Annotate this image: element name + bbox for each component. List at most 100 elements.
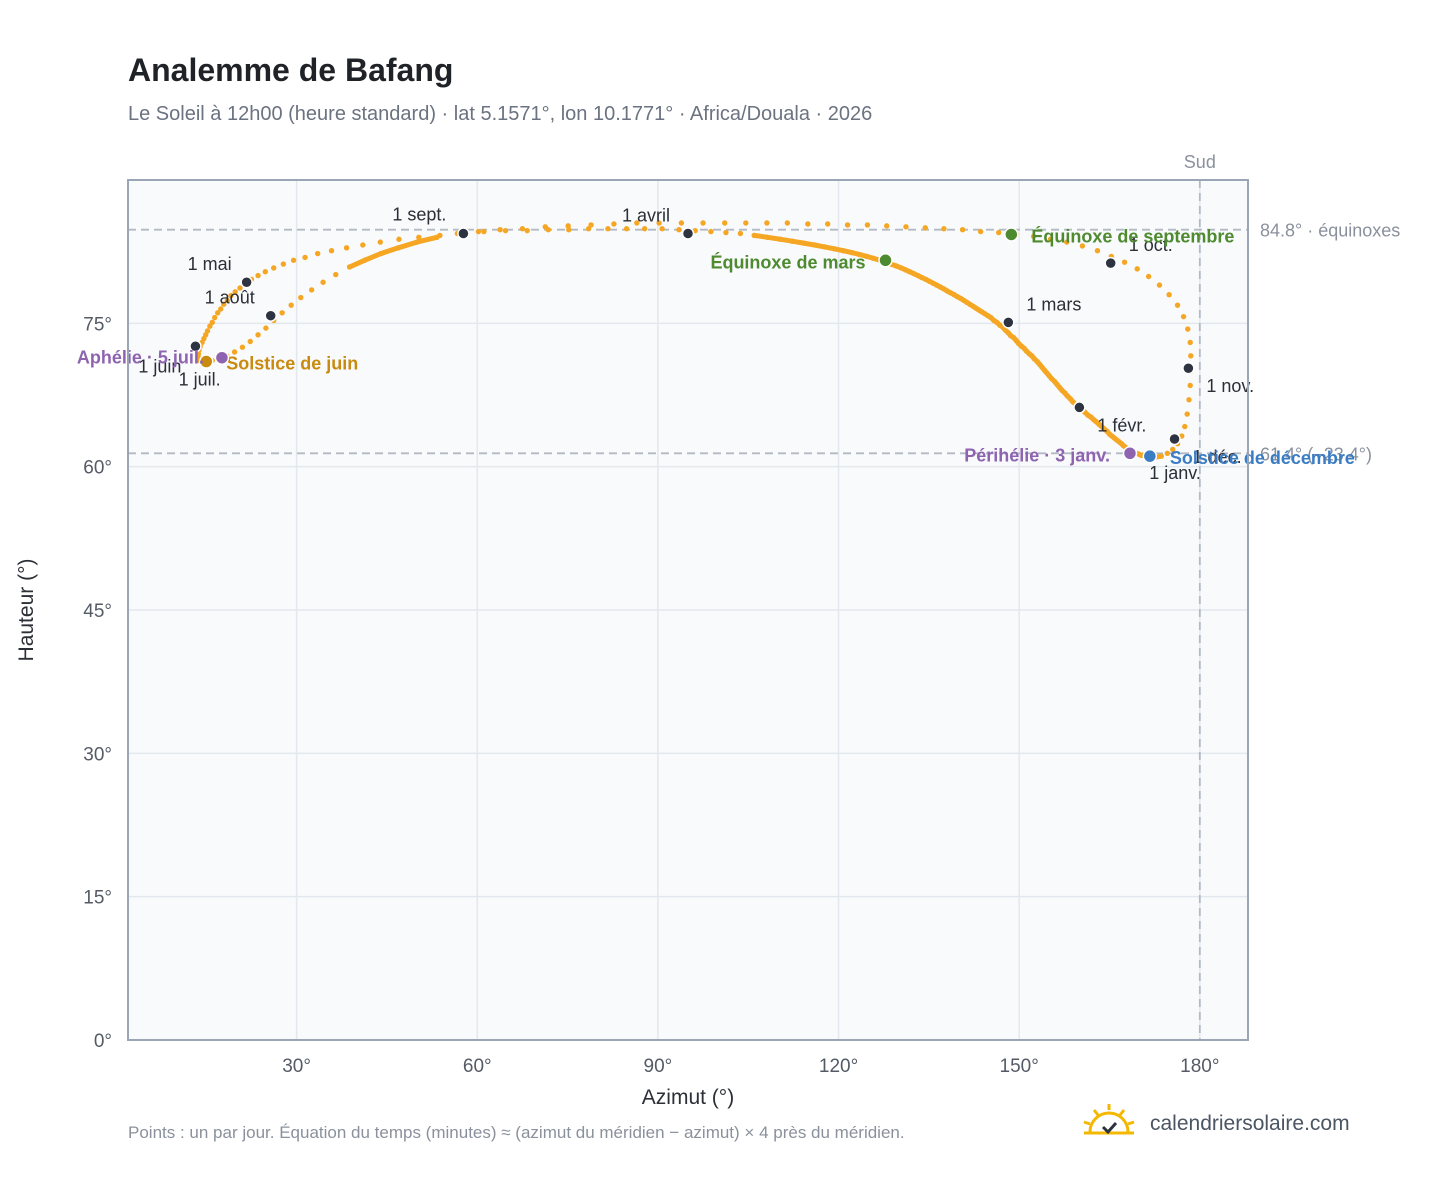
daily-point bbox=[1174, 302, 1181, 308]
y-tick-label: 45° bbox=[83, 601, 112, 622]
event-label: Solstice de décembre bbox=[1170, 448, 1355, 468]
month-marker bbox=[1104, 256, 1117, 270]
south-label: Sud bbox=[1184, 152, 1216, 172]
daily-point bbox=[641, 226, 648, 232]
event-marker bbox=[1142, 448, 1158, 464]
daily-point bbox=[195, 351, 202, 357]
event-markers: Équinoxe de mars Équinoxe de septembre Sol… bbox=[77, 225, 1355, 468]
daily-point bbox=[378, 250, 384, 257]
daily-point bbox=[279, 310, 285, 316]
daily-point bbox=[343, 245, 350, 251]
daily-point bbox=[298, 294, 304, 301]
daily-point bbox=[239, 344, 246, 350]
daily-point bbox=[840, 248, 847, 254]
y-tick-label: 60° bbox=[83, 458, 112, 479]
event-marker bbox=[1122, 446, 1138, 461]
daily-point bbox=[255, 332, 261, 338]
daily-point bbox=[911, 270, 917, 277]
daily-point bbox=[605, 226, 611, 232]
month-label: 1 avril bbox=[622, 206, 670, 226]
x-tick-label: 60° bbox=[463, 1056, 492, 1077]
daily-point bbox=[1182, 423, 1188, 430]
event-label: Solstice de juin bbox=[226, 354, 358, 374]
daily-point bbox=[320, 279, 326, 285]
daily-point bbox=[218, 306, 224, 312]
chart-subtitle: Le Soleil à 12h00 (heure standard) · lat… bbox=[128, 103, 873, 125]
daily-point bbox=[903, 224, 909, 230]
analemma-segment bbox=[347, 234, 440, 270]
daily-point bbox=[915, 272, 921, 279]
daily-point bbox=[271, 265, 277, 271]
daily-point bbox=[1156, 282, 1163, 288]
daily-point bbox=[898, 265, 904, 271]
event-label: Périhélie · 3 janv. bbox=[964, 445, 1110, 465]
daily-point bbox=[1064, 239, 1070, 245]
daily-point bbox=[1188, 353, 1194, 359]
brand-name[interactable]: calendriersolaire.com bbox=[1150, 1112, 1350, 1135]
month-label: 1 juil. bbox=[179, 370, 221, 390]
daily-point bbox=[789, 238, 795, 244]
daily-point bbox=[870, 255, 877, 262]
daily-point bbox=[708, 228, 714, 235]
daily-point bbox=[346, 264, 353, 270]
daily-point bbox=[475, 228, 482, 235]
daily-point bbox=[864, 253, 870, 260]
daily-point bbox=[434, 234, 440, 241]
daily-point bbox=[737, 230, 744, 237]
daily-point bbox=[481, 228, 487, 235]
daily-point bbox=[314, 250, 321, 257]
daily-point bbox=[996, 229, 1002, 236]
x-tick-label: 120° bbox=[819, 1056, 858, 1077]
daily-point bbox=[849, 249, 855, 256]
y-tick-label: 15° bbox=[83, 888, 112, 909]
altitude-reference-label: 61.4° (−23.4°) bbox=[1260, 444, 1372, 464]
daily-point bbox=[1186, 397, 1192, 403]
daily-point bbox=[255, 272, 261, 279]
daily-point bbox=[1184, 411, 1190, 417]
daily-point bbox=[1047, 236, 1054, 242]
daily-point bbox=[237, 285, 243, 291]
daily-point bbox=[212, 314, 218, 321]
daily-point bbox=[634, 220, 640, 226]
daily-point bbox=[360, 242, 366, 248]
event-marker bbox=[199, 354, 214, 369]
daily-point bbox=[941, 226, 947, 232]
x-tick-label: 30° bbox=[282, 1056, 311, 1077]
daily-point bbox=[1187, 339, 1193, 346]
daily-point bbox=[784, 220, 791, 226]
daily-point bbox=[262, 269, 268, 275]
daily-point bbox=[844, 222, 851, 228]
daily-point bbox=[723, 229, 729, 236]
daily-point bbox=[856, 251, 863, 258]
altitude-reference-label: 84.8° · équinoxes bbox=[1260, 221, 1400, 241]
y-tick-label: 30° bbox=[83, 744, 112, 765]
daily-point bbox=[1121, 259, 1128, 265]
daily-point bbox=[565, 223, 571, 229]
daily-point bbox=[1187, 382, 1193, 389]
daily-point bbox=[1180, 313, 1187, 320]
month-marker bbox=[1168, 432, 1181, 446]
daily-point bbox=[959, 226, 966, 233]
daily-point bbox=[678, 220, 685, 226]
daily-point bbox=[502, 227, 509, 234]
x-tick-label: 150° bbox=[1000, 1056, 1039, 1077]
daily-point bbox=[821, 244, 828, 250]
daily-point bbox=[231, 349, 238, 355]
month-label: 1 juin bbox=[138, 356, 181, 376]
daily-point bbox=[811, 242, 818, 248]
month-marker bbox=[1182, 361, 1195, 375]
daily-point bbox=[1094, 248, 1101, 254]
daily-point bbox=[722, 220, 728, 226]
month-marker bbox=[240, 275, 253, 289]
daily-point bbox=[676, 226, 682, 233]
month-marker bbox=[1073, 401, 1086, 414]
daily-point bbox=[902, 267, 909, 273]
daily-point bbox=[1158, 453, 1164, 459]
month-label: 1 févr. bbox=[1097, 415, 1146, 435]
daily-point bbox=[328, 248, 335, 254]
month-marker bbox=[1002, 316, 1015, 329]
daily-point bbox=[333, 271, 339, 278]
daily-point bbox=[893, 263, 900, 269]
brand[interactable]: calendriersolaire.com bbox=[1082, 1102, 1350, 1146]
